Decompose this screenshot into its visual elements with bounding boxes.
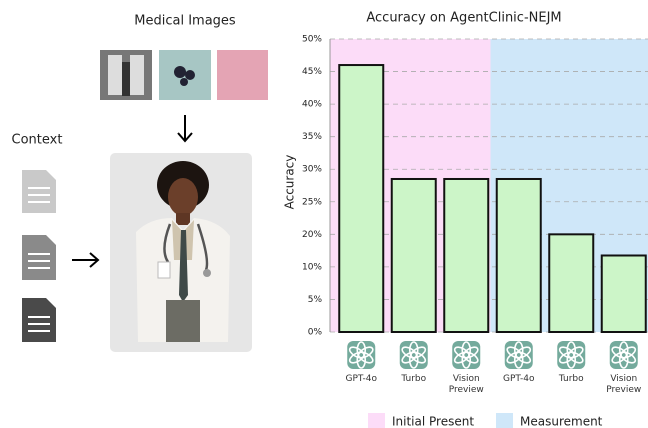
model-icon-knot <box>453 341 479 369</box>
model-icon-petal <box>401 346 418 359</box>
y-tick-label: 20% <box>302 230 322 240</box>
y-tick-label: 10% <box>302 262 322 272</box>
x-tick-label: Turbo <box>401 374 427 384</box>
model-icon <box>609 341 638 369</box>
legend-swatch <box>496 413 513 428</box>
x-tick-label: Vision Preview <box>606 374 642 395</box>
thumbnails <box>100 50 268 100</box>
y-tick-label: 50% <box>302 35 322 45</box>
model-icon-knot <box>611 341 637 369</box>
images-title: Medical Images <box>134 14 236 29</box>
bar <box>338 64 385 334</box>
bar <box>443 177 490 333</box>
model-icon-knot <box>401 341 427 369</box>
x-tick-label: Vision Preview <box>448 374 484 395</box>
model-icon <box>452 341 481 369</box>
y-tick-label: 40% <box>302 100 322 110</box>
bar <box>495 177 542 333</box>
plot: Accuracy on AgentClinic-NEJM Accuracy 0% 5%… <box>283 11 648 428</box>
legend-label: Initial Present <box>392 415 474 428</box>
legend-swatch <box>368 413 385 428</box>
model-icon-knot <box>506 341 532 369</box>
context-title: Context <box>12 133 63 148</box>
model-icon <box>347 341 376 369</box>
legend-label: Measurement <box>520 415 603 428</box>
model-icon-petal <box>453 346 470 359</box>
model-icon-petal <box>506 346 523 359</box>
bar <box>600 254 647 333</box>
model-icon <box>399 341 428 369</box>
x-tick-label: GPT-4o <box>345 374 378 384</box>
arrow-right <box>72 252 100 268</box>
x-tick-label: Turbo <box>558 374 584 384</box>
model-icon <box>557 341 586 369</box>
y-tick-label: 25% <box>302 197 322 207</box>
model-icon-knot <box>348 341 374 369</box>
model-icon-petal <box>348 346 365 359</box>
y-tick-label: 0% <box>308 328 323 338</box>
y-tick-label: 5% <box>308 295 323 305</box>
model-icon <box>504 341 533 369</box>
y-axis-label: Accuracy <box>283 155 297 210</box>
bar <box>548 233 595 333</box>
bar <box>390 177 437 333</box>
y-tick-label: 45% <box>302 67 322 77</box>
chart-title: Accuracy on AgentClinic-NEJM <box>366 11 561 26</box>
y-tick-label: 30% <box>302 165 322 175</box>
x-tick-label: GPT-4o <box>502 374 535 384</box>
model-icon-petal <box>611 346 628 359</box>
documents <box>22 170 56 342</box>
doctor-illustration <box>110 153 252 352</box>
model-icon-petal <box>558 346 575 359</box>
arrow-down <box>177 115 193 143</box>
model-icon-knot <box>558 341 584 369</box>
y-tick-label: 35% <box>302 132 322 142</box>
